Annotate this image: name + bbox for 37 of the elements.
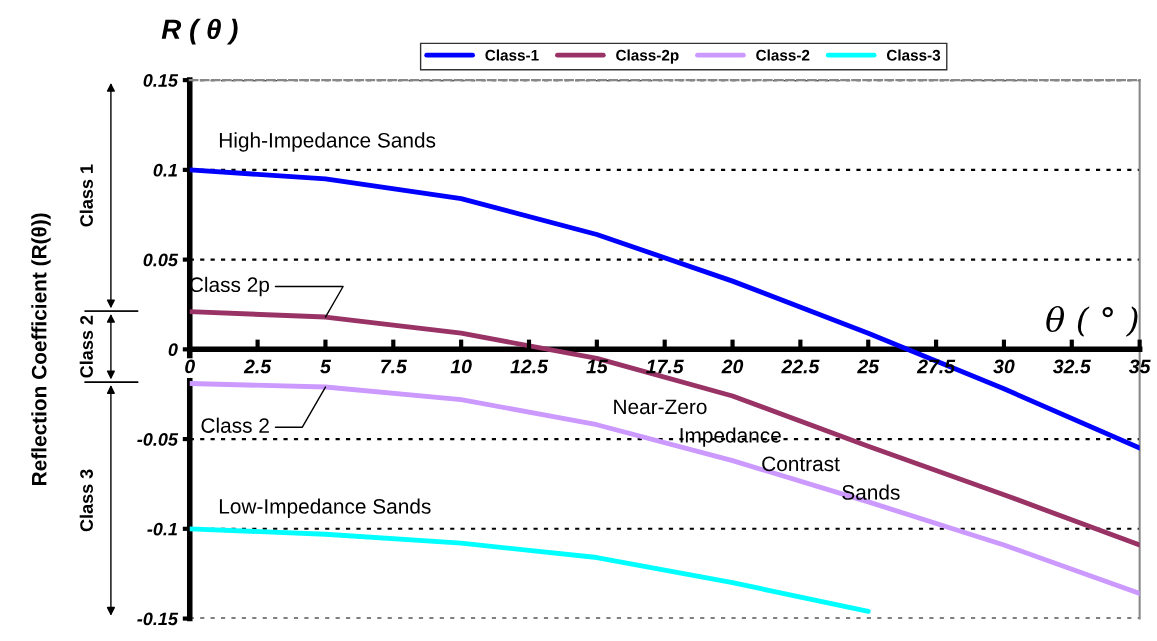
x-tick-label: 22.5 — [781, 359, 820, 374]
x-tick-label: 35 — [1128, 359, 1151, 374]
y-tick-label: 0.1 — [153, 163, 177, 177]
x-axis-title: θ ( ° ) — [1046, 305, 1138, 337]
text: Class 3 — [79, 469, 93, 532]
x-tick-label: 20 — [721, 359, 744, 374]
text: Class 1 — [79, 164, 93, 227]
y-tick-label: 0.05 — [143, 253, 179, 267]
legend-label: Class-2 — [756, 49, 810, 61]
annotation: Near-Zero Impedance Contrast Sands — [614, 399, 900, 500]
x-tick-label: 25 — [857, 359, 880, 374]
x-tick-label: 0 — [185, 359, 195, 374]
line-series — [189, 526, 871, 614]
annotation: Class 2 — [201, 417, 269, 433]
y-tick-label: -0.15 — [137, 612, 179, 626]
y-tick-label: 0 — [168, 343, 178, 357]
legend-label: Class-2p — [616, 49, 679, 64]
x-tick-label: 15 — [586, 359, 608, 374]
legend-label: Class-1 — [485, 49, 539, 61]
annotation: Low-Impedance Sands — [219, 498, 431, 518]
x-tick-label: 32.5 — [1053, 359, 1091, 374]
y-axis-title: Reflection Coefficient (R(θ)) — [31, 213, 51, 485]
annotation: High-Impedance Sands — [219, 132, 436, 152]
x-tick-label: 10 — [450, 359, 472, 374]
x-tick-label: 17.5 — [646, 359, 684, 374]
line-series — [189, 381, 1140, 596]
text: Class 2 — [79, 315, 93, 378]
y-tick-label: 0.15 — [143, 74, 179, 87]
x-tick-label: 5 — [320, 359, 332, 374]
legend-label: Class-3 — [886, 49, 941, 61]
y-tick-label: -0.1 — [147, 522, 177, 536]
chart-title: R ( θ ) — [161, 18, 238, 45]
x-tick-label: 2.5 — [243, 359, 272, 374]
x-tick-label: 30 — [993, 359, 1015, 374]
x-tick-label: 12.5 — [510, 359, 549, 374]
y-tick-label: -0.05 — [137, 433, 179, 446]
x-tick-label: 7.5 — [381, 359, 408, 374]
